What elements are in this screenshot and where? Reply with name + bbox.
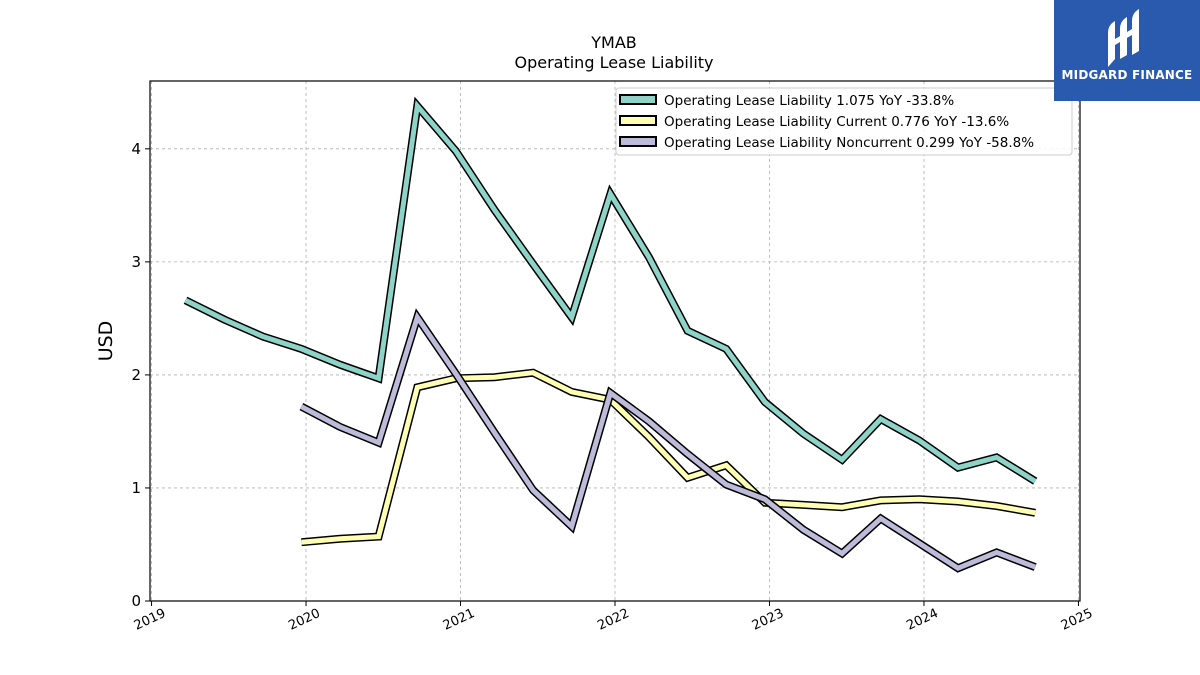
chart-subtitle: Operating Lease Liability	[514, 53, 713, 72]
brand-logo: MIDGARD FINANCE	[1054, 0, 1200, 101]
series-2-line	[300, 311, 1037, 572]
y-tick-label: 0	[131, 592, 141, 610]
y-tick-label: 1	[131, 479, 141, 497]
logo-mark-icon	[1108, 9, 1139, 67]
series-0-line	[184, 100, 1037, 484]
y-axis: 0 1 2 3 4	[131, 140, 150, 610]
legend-label-0: Operating Lease Liability 1.075 YoY -33.…	[664, 93, 954, 109]
legend-swatch-0	[619, 94, 657, 105]
y-tick-label: 2	[131, 366, 141, 384]
legend-label-2: Operating Lease Liability Noncurrent 0.2…	[664, 135, 1034, 151]
y-axis-label: USD	[95, 321, 117, 362]
y-tick-label: 4	[131, 140, 141, 158]
chart-title: YMAB	[590, 33, 637, 52]
legend-frame	[615, 87, 1073, 156]
legend-label-1: Operating Lease Liability Current 0.776 …	[664, 114, 1009, 130]
series-layer	[183, 96, 1038, 573]
y-tick-label: 3	[131, 253, 141, 271]
series-1-line	[301, 370, 1036, 545]
legend: Operating Lease Liability 1.075 YoY -33.…	[615, 87, 1073, 156]
logo-text: MIDGARD FINANCE	[1061, 68, 1193, 82]
legend-swatch-2	[619, 136, 657, 147]
legend-swatch-1	[619, 115, 657, 126]
